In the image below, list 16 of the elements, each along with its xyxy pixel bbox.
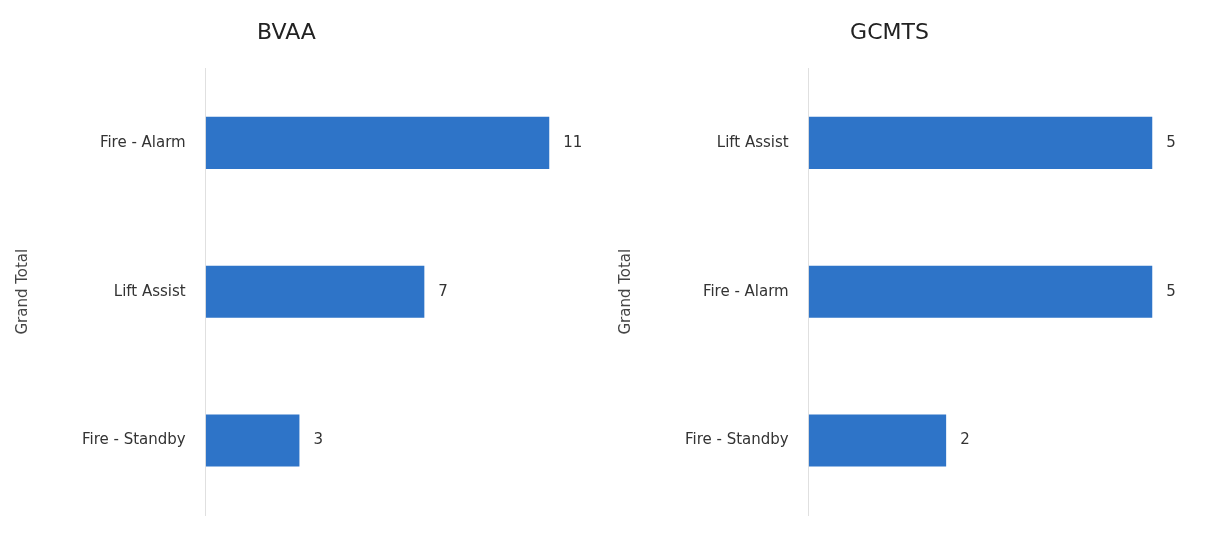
data-label: 2 — [960, 430, 970, 449]
chart-title: BVAA — [257, 18, 316, 44]
chart-title: GCMTS — [850, 18, 929, 44]
y-tick-label: Fire - Standby — [81, 430, 186, 449]
y-tick-label: Fire - Alarm — [702, 281, 789, 300]
y-axis-title: Grand Total — [12, 248, 31, 335]
y-tick-label: Fire - Alarm — [99, 132, 186, 151]
y-tick-label: Lift Assist — [113, 281, 186, 300]
data-label: 5 — [1166, 132, 1176, 151]
y-tick-label: Fire - Standby — [684, 430, 789, 449]
y-tick-label: Lift Assist — [716, 132, 789, 151]
data-label: 5 — [1166, 281, 1176, 300]
data-label: 7 — [438, 281, 448, 300]
data-label: 3 — [313, 430, 323, 449]
data-label: 11 — [563, 132, 583, 151]
y-axis-title: Grand Total — [615, 248, 634, 335]
